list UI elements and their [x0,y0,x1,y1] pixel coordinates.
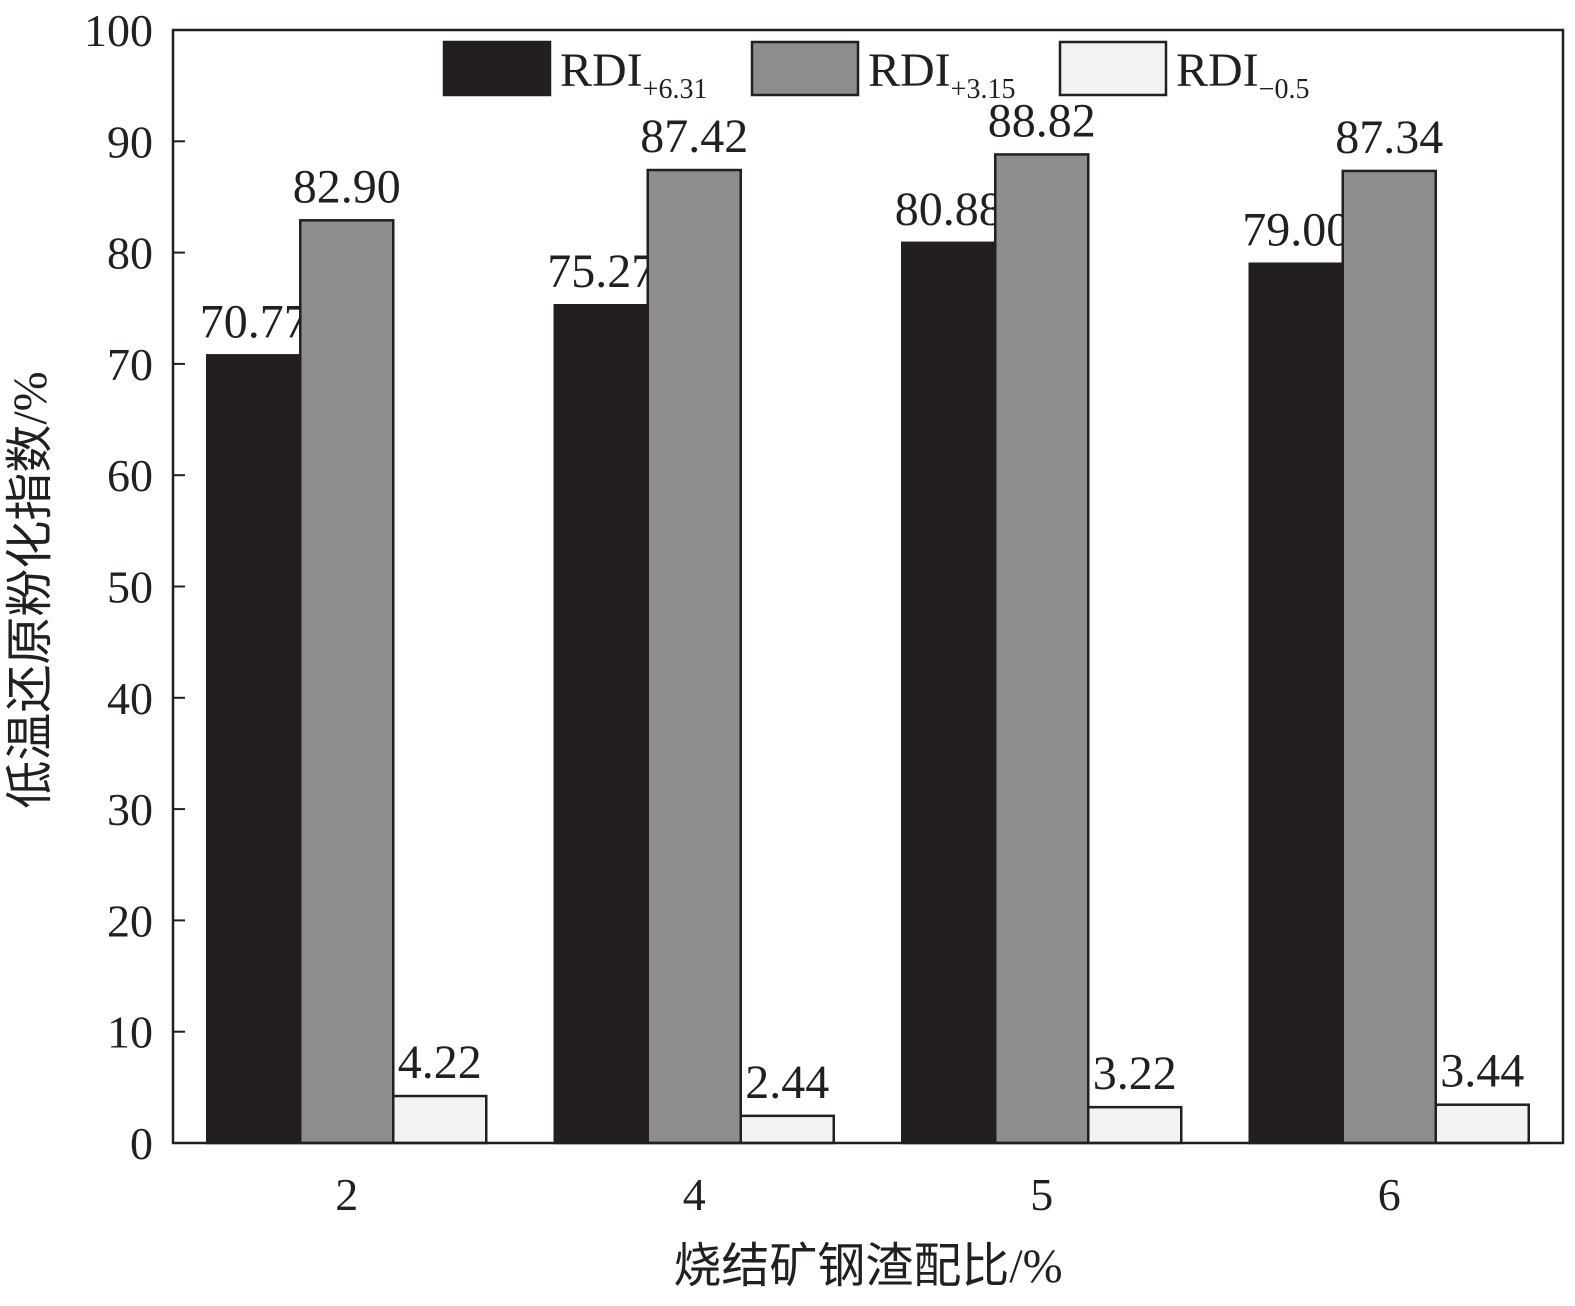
value-label: 70.77 [200,295,308,348]
y-tick-label: 60 [107,450,153,501]
legend-name: RDI [1176,44,1259,97]
x-tick-label: 4 [683,1169,706,1220]
bar [206,354,302,1145]
plot-frame [171,28,1565,1145]
bar [1341,169,1437,1145]
y-tick-label: 30 [107,784,153,835]
value-label: 88.82 [988,94,1096,147]
y-tick-label: 40 [107,673,153,724]
bar [646,168,742,1145]
y-tick-label: 100 [84,5,153,56]
legend-subscript: +3.15 [951,74,1016,105]
y-axis-title: 低温还原粉化指数/% [4,371,57,808]
value-label: 75.27 [547,245,655,298]
legend-swatch [1058,40,1168,97]
bar [739,1114,835,1145]
value-label: 3.44 [1440,1045,1524,1098]
legend-name: RDI [868,44,951,97]
y-tick-label: 80 [107,228,153,279]
bar [1248,262,1344,1145]
legend-label: RDI+3.15 [868,44,1015,105]
x-tick-label: 2 [335,1169,358,1220]
bar [553,303,649,1145]
value-label: 79.00 [1242,204,1350,257]
legend-swatch [750,40,860,97]
x-tick-label: 6 [1378,1169,1401,1220]
legend-swatch [442,40,552,97]
legend-label: RDI−0.5 [1176,44,1309,105]
bar [994,153,1090,1145]
bar [392,1094,488,1145]
y-tick-label: 90 [107,116,153,167]
value-label: 87.42 [640,110,748,163]
y-tick-label: 0 [130,1118,153,1169]
bar [1434,1103,1530,1145]
bar [1087,1105,1183,1145]
value-label: 80.88 [895,183,1003,236]
value-label: 2.44 [745,1056,829,1109]
y-tick-label: 70 [107,339,153,390]
bar [299,219,395,1145]
y-tick-label: 10 [107,1007,153,1058]
y-tick-label: 20 [107,895,153,946]
x-tick-label: 5 [1030,1169,1053,1220]
value-label: 3.22 [1093,1047,1177,1100]
legend-subscript: +6.31 [643,74,708,105]
value-label: 87.34 [1335,111,1443,164]
x-axis-title: 烧结矿钢渣配比/% [673,1240,1062,1293]
y-tick-label: 50 [107,562,153,613]
legend-label: RDI+6.31 [560,44,707,105]
legend-subscript: −0.5 [1259,74,1310,105]
value-label: 82.90 [293,160,401,213]
legend-name: RDI [560,44,643,97]
value-label: 4.22 [398,1036,482,1089]
bar [901,241,997,1145]
